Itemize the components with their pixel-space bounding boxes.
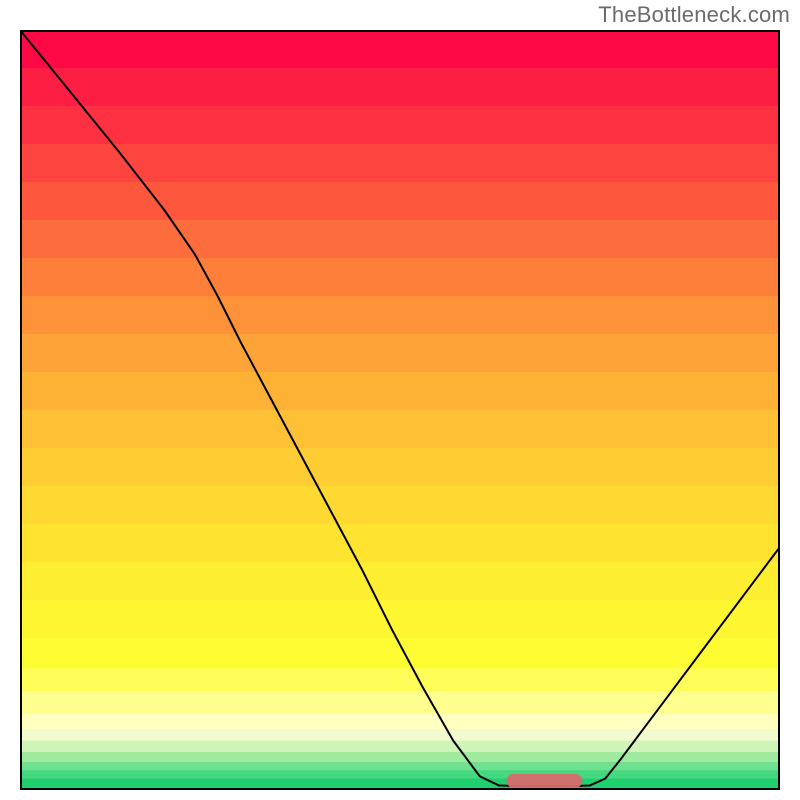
gradient-band <box>20 714 780 730</box>
gradient-band <box>20 741 780 753</box>
gradient-band <box>20 182 780 221</box>
optimal-marker <box>506 774 582 788</box>
gradient-band <box>20 68 780 107</box>
gradient-band <box>20 30 780 69</box>
gradient-band <box>20 486 780 525</box>
gradient-band <box>20 729 780 741</box>
chart-svg <box>20 30 780 790</box>
gradient-band <box>20 410 780 449</box>
gradient-band <box>20 770 780 779</box>
gradient-band <box>20 220 780 259</box>
watermark-text: TheBottleneck.com <box>598 2 790 28</box>
gradient-band <box>20 144 780 183</box>
gradient-band <box>20 668 780 691</box>
gradient-band <box>20 752 780 762</box>
gradient-band <box>20 524 780 563</box>
bottleneck-chart <box>20 30 780 790</box>
gradient-band <box>20 334 780 373</box>
gradient-band <box>20 762 780 771</box>
gradient-band <box>20 106 780 145</box>
gradient-band <box>20 372 780 411</box>
gradient-band <box>20 296 780 335</box>
gradient-band <box>20 562 780 601</box>
gradient-band <box>20 691 780 714</box>
gradient-band <box>20 258 780 297</box>
gradient-band <box>20 448 780 487</box>
gradient-band <box>20 600 780 639</box>
